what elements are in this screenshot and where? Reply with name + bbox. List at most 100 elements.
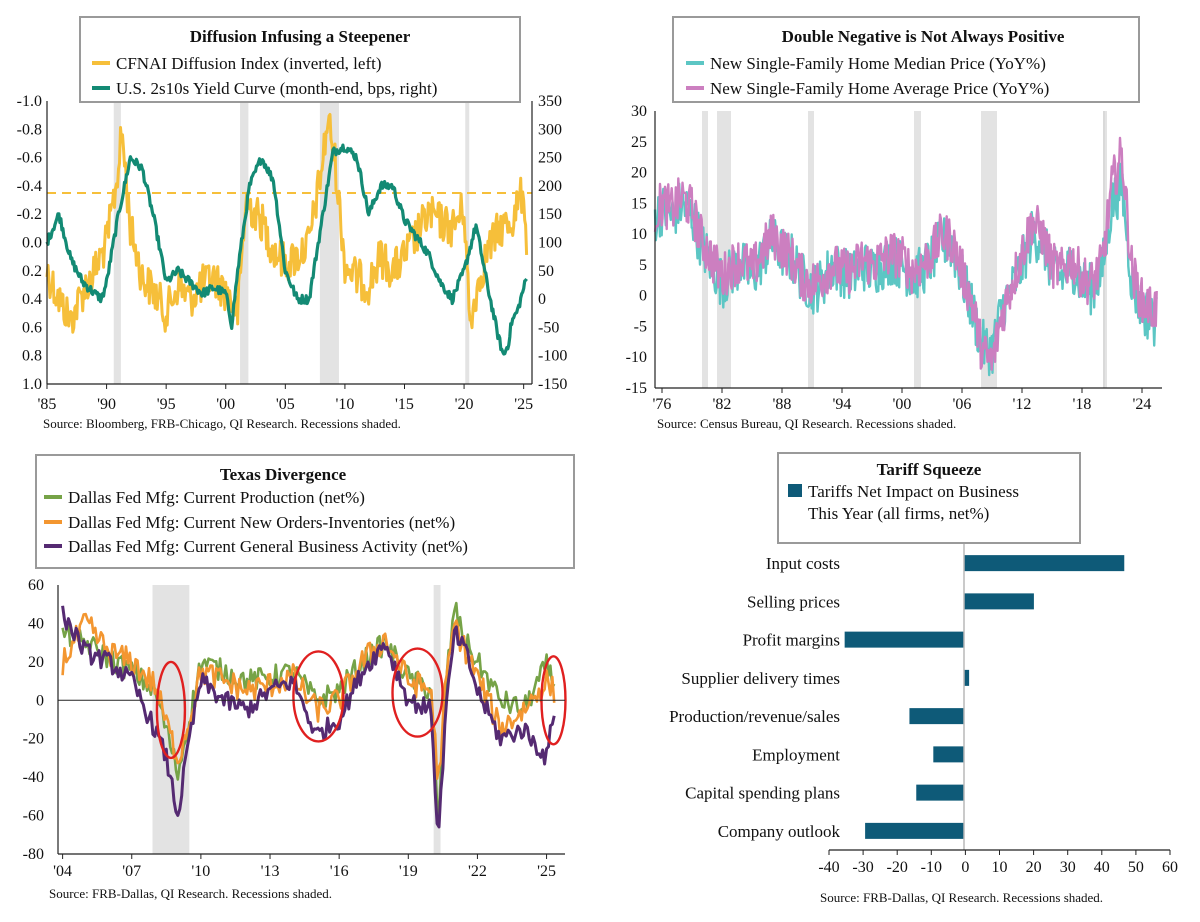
y-left-tick-label: -0.2 <box>17 206 42 223</box>
y-tick-label: 10 <box>631 226 647 243</box>
chart-title: Diffusion Infusing a Steepener <box>190 27 411 46</box>
x-tick-label: -10 <box>921 859 942 876</box>
x-tick-label: '07 <box>122 863 141 880</box>
legend-label-average: New Single-Family Home Average Price (Yo… <box>710 79 1049 98</box>
plot-area <box>653 111 1158 388</box>
y-right-tick-label: 100 <box>538 235 562 252</box>
y-tick-label: 20 <box>28 654 44 671</box>
category-label: Supplier delivery times <box>681 669 840 688</box>
recession-band <box>914 111 921 388</box>
highlight-circle <box>391 647 444 738</box>
chart-title: Tariff Squeeze <box>877 460 982 479</box>
x-tick-label: '95 <box>157 396 176 413</box>
legend-label-line2: This Year (all firms, net%) <box>808 504 989 523</box>
x-tick-label: '85 <box>38 396 57 413</box>
legend-box: Double Negative is Not Always Positive N… <box>672 16 1140 103</box>
legend-label-orders: Dallas Fed Mfg: Current New Orders-Inven… <box>68 513 455 532</box>
y-right-tick-label: 50 <box>538 263 554 280</box>
legend-box: Tariff Squeeze Tariffs Net Impact on Bus… <box>777 452 1081 544</box>
y-tick-label: 5 <box>639 257 647 274</box>
y-left-tick-label: -0.6 <box>17 150 42 167</box>
x-tick-label: '05 <box>276 396 295 413</box>
y-right-tick-label: 200 <box>538 178 562 195</box>
y-right-tick-label: 350 <box>538 93 562 110</box>
y-tick-label: 40 <box>28 615 44 632</box>
legend-label-production: Dallas Fed Mfg: Current Production (net%… <box>68 488 365 507</box>
legend-box: Diffusion Infusing a Steepener CFNAI Dif… <box>79 16 521 103</box>
recession-band <box>808 111 814 388</box>
y-tick-label: 25 <box>631 134 647 151</box>
category-label: Company outlook <box>718 822 841 841</box>
x-tick-label: '88 <box>773 396 792 413</box>
y-tick-label: 15 <box>631 195 647 212</box>
category-label: Input costs <box>766 554 840 573</box>
y-left-tick-label: 1.0 <box>22 376 42 393</box>
legend-label-line1: Tariffs Net Impact on Business <box>808 482 1019 501</box>
y-left-tick-label: 0.6 <box>22 319 42 336</box>
x-tick-label: '94 <box>833 396 852 413</box>
source-note: Source: Bloomberg, FRB-Chicago, QI Resea… <box>43 416 401 431</box>
legend-swatch-tariff <box>788 484 802 497</box>
recession-band <box>152 585 190 854</box>
legend-label-curve: U.S. 2s10s Yield Curve (month-end, bps, … <box>116 79 437 98</box>
y-right-tick-label: -100 <box>538 348 567 365</box>
chart-title: Texas Divergence <box>220 465 347 484</box>
chart-panel-home-prices: Double Negative is Not Always Positive N… <box>626 16 1162 431</box>
recession-band <box>717 111 731 388</box>
x-tick-label: 0 <box>961 859 969 876</box>
y-left-tick-label: 0.0 <box>22 235 42 252</box>
y-tick-label: 30 <box>631 103 647 120</box>
x-tick-label: 20 <box>1026 859 1042 876</box>
x-tick-label: '25 <box>537 863 556 880</box>
source-note: Source: FRB-Dallas, QI Research. Recessi… <box>820 890 1103 905</box>
legend-label-median: New Single-Family Home Median Price (YoY… <box>710 54 1046 73</box>
x-tick-label: 10 <box>992 859 1008 876</box>
category-label: Capital spending plans <box>685 784 840 803</box>
axes: 60 40 20 0 -20 -40 -60 -80 '04 '07 '10 '13 '16 '19 '22… <box>23 577 565 880</box>
x-tick-label: '82 <box>713 396 732 413</box>
y-right-tick-label: 0 <box>538 291 546 308</box>
bar <box>916 784 964 801</box>
x-tick-label: '90 <box>97 396 116 413</box>
highlight-circle <box>292 650 345 743</box>
x-tick-label: '76 <box>653 396 672 413</box>
bar <box>964 593 1034 610</box>
x-tick-label: '10 <box>191 863 210 880</box>
chart-panel-diffusion: Diffusion Infusing a Steepener CFNAI Dif… <box>17 16 567 431</box>
x-tick-label: '00 <box>216 396 235 413</box>
y-right-tick-label: 300 <box>538 121 562 138</box>
y-tick-label: -20 <box>23 731 44 748</box>
x-tick-label: '25 <box>514 396 533 413</box>
x-tick-label: '18 <box>1073 396 1092 413</box>
recession-band <box>113 101 121 384</box>
x-tick-label: '06 <box>953 396 972 413</box>
y-tick-label: 0 <box>639 288 647 305</box>
x-tick-label: '00 <box>893 396 912 413</box>
category-label: Selling prices <box>747 592 840 611</box>
x-tick-label: 40 <box>1094 859 1110 876</box>
y-tick-label: -80 <box>23 846 44 863</box>
bar <box>933 746 964 763</box>
legend-label-business: Dallas Fed Mfg: Current General Business… <box>68 537 468 556</box>
x-tick-label: '24 <box>1133 396 1152 413</box>
x-tick-label: '15 <box>395 396 414 413</box>
x-tick-label: '20 <box>455 396 474 413</box>
series-line-production <box>61 601 556 816</box>
x-tick-label: '10 <box>335 396 354 413</box>
category-label: Profit margins <box>743 631 840 650</box>
bar <box>865 822 964 839</box>
recession-band <box>240 101 249 384</box>
y-right-tick-label: -150 <box>538 376 567 393</box>
y-left-tick-label: 0.8 <box>22 348 42 365</box>
y-right-tick-label: 150 <box>538 206 562 223</box>
source-note: Source: Census Bureau, QI Research. Rece… <box>657 416 956 431</box>
x-tick-label: -20 <box>887 859 908 876</box>
plot-area: Input costs Selling prices Profit margins S… <box>669 544 1178 876</box>
y-tick-label: 0 <box>36 692 44 709</box>
chart-panel-tariff: Tariff Squeeze Tariffs Net Impact on Bus… <box>669 452 1178 905</box>
x-tick-label: '04 <box>53 863 72 880</box>
legend-label-cfnai: CFNAI Diffusion Index (inverted, left) <box>116 54 382 73</box>
y-left-tick-label: 0.4 <box>22 291 42 308</box>
y-tick-label: -15 <box>626 380 647 397</box>
category-label: Employment <box>752 745 840 764</box>
